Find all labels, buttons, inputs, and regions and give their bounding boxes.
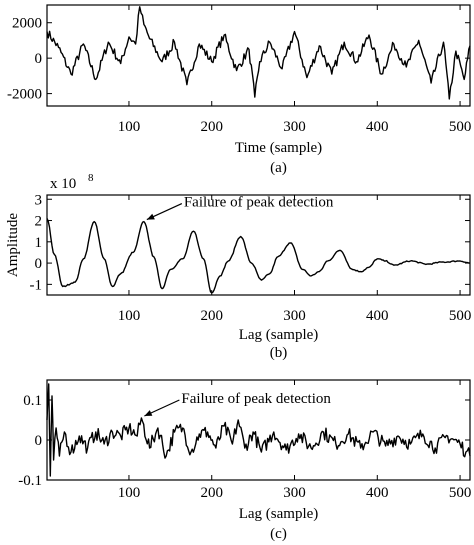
panel-c-xtick-label: 200 <box>200 485 223 501</box>
panel-b-scale-factor: x 10 <box>50 176 76 192</box>
panel-b-scale-exponent: 8 <box>88 172 94 184</box>
panel-b-series-line <box>46 218 471 294</box>
panel-a-axes-frame <box>46 4 471 107</box>
panel-a-caption: (a) <box>270 160 287 176</box>
panel-c-x-axis-label: Lag (sample) <box>239 506 319 522</box>
panel-c-xtick-label: 500 <box>449 485 472 501</box>
panel-b-axes-frame <box>46 194 471 296</box>
panel-b-annotation-arrowhead <box>146 213 155 220</box>
panel-b-x-axis-label: Lag (sample) <box>239 327 319 343</box>
panel-a-ytick-label: 0 <box>35 51 43 67</box>
panel-c-annotation-arrowhead <box>144 410 153 416</box>
panel-c-xtick-label: 100 <box>118 485 141 501</box>
panel-b-y-axis-label: Amplitude <box>5 213 21 278</box>
panel-c-ytick-label: 0 <box>35 433 43 449</box>
panel-a-xtick-label: 300 <box>283 119 306 135</box>
panel-b-ytick-label: 1 <box>35 235 43 251</box>
panel-b-ytick-label: 3 <box>35 192 43 208</box>
panel-c-series-line <box>46 383 471 477</box>
panel-c-ytick-label: -0.1 <box>18 473 42 489</box>
panel-c-axes-frame <box>46 379 471 481</box>
panel-b-xtick-label: 100 <box>118 308 141 324</box>
panel-b-caption: (b) <box>270 345 288 361</box>
panel-a-xtick-label: 100 <box>118 119 141 135</box>
panel-c-annotation-label: Failure of peak detection <box>181 391 331 407</box>
panel-b-xtick-label: 200 <box>200 308 223 324</box>
panel-c-ytick-label: 0.1 <box>23 393 42 409</box>
panel-b-xtick-label: 300 <box>283 308 306 324</box>
panel-b-ytick-label: -1 <box>30 277 43 293</box>
panel-b-xtick-label: 500 <box>449 308 472 324</box>
panel-c-caption: (c) <box>270 526 287 542</box>
panel-a-ytick-label: 2000 <box>12 16 42 32</box>
panel-b-xtick-label: 400 <box>366 308 389 324</box>
panel-a-series-line <box>46 6 471 100</box>
panel-b-ytick-label: 0 <box>35 256 43 272</box>
panel-c-xtick-label: 300 <box>283 485 306 501</box>
panel-a-ytick-label: -2000 <box>7 87 42 103</box>
panel-c-xtick-label: 400 <box>366 485 389 501</box>
panel-a-xtick-label: 500 <box>449 119 472 135</box>
panel-a-x-axis-label: Time (sample) <box>235 140 322 156</box>
panel-a-xtick-label: 400 <box>366 119 389 135</box>
panel-b-annotation-label: Failure of peak detection <box>184 195 334 211</box>
panel-b-ytick-label: 2 <box>35 214 43 230</box>
panel-a-xtick-label: 200 <box>200 119 223 135</box>
